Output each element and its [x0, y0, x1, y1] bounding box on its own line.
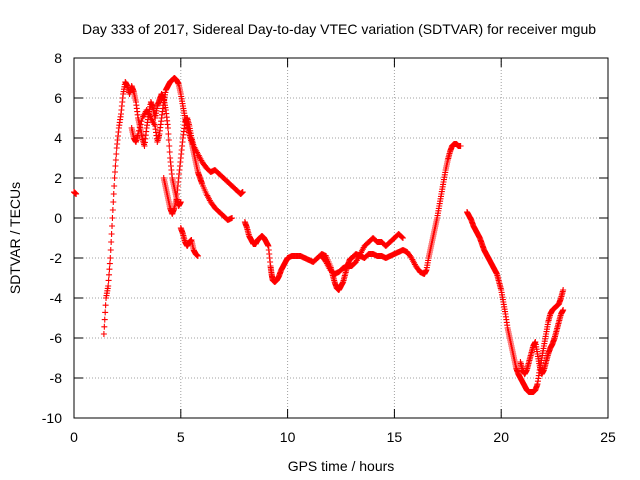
data-point [100, 331, 107, 337]
series-early-dip [177, 225, 201, 259]
data-point [239, 189, 246, 195]
data-point [108, 239, 115, 245]
data-point [111, 175, 118, 181]
plot-frame [73, 57, 609, 419]
data-point [108, 231, 115, 237]
data-point [101, 316, 108, 323]
x-tick-label: 0 [70, 429, 78, 445]
data-point [106, 260, 113, 267]
data-point [457, 143, 464, 149]
data-point [105, 277, 112, 284]
data-point [102, 302, 109, 309]
data-point [110, 191, 117, 197]
data-point [137, 121, 144, 128]
data-point [112, 157, 119, 163]
series-morning-peak-branch [128, 75, 236, 223]
y-tick-label: 8 [54, 50, 62, 66]
data-point [109, 207, 116, 213]
y-tick-label: -2 [50, 250, 63, 266]
data-point [138, 118, 145, 125]
data-point [110, 199, 117, 205]
y-axis-label: SDTVAR / TECUs [7, 182, 23, 294]
data-point [111, 183, 118, 189]
data-point [399, 234, 406, 241]
data-point [109, 223, 116, 229]
data-point [177, 199, 184, 205]
data-point [135, 127, 142, 134]
data-point [135, 131, 142, 137]
data-point [194, 253, 201, 259]
y-tick-label: 2 [54, 170, 62, 186]
data-point [560, 287, 567, 293]
data-point [109, 215, 116, 221]
data-point [73, 191, 80, 197]
y-tick-label: 0 [54, 210, 62, 226]
data-point [106, 271, 113, 278]
x-tick-label: 5 [177, 429, 185, 445]
y-tick-label: -4 [50, 290, 63, 306]
axis-ticks [73, 57, 609, 419]
axis-tick-labels: 0 5 10 15 20 25 -10 -8 -6 -4 -2 0 2 4 6 8 [42, 50, 616, 445]
data-point [229, 215, 236, 221]
data-point [102, 309, 109, 316]
series-start [71, 189, 80, 197]
y-tick-label: 4 [54, 130, 62, 146]
series-midday-plateau [241, 141, 464, 293]
data-point [560, 307, 567, 313]
y-tick-label: -10 [42, 410, 62, 426]
data-point [106, 266, 113, 273]
y-tick-label: -6 [50, 330, 63, 346]
data-point [136, 124, 143, 131]
data-point [113, 151, 120, 157]
data-point [399, 235, 406, 241]
series-morning-rise [100, 79, 184, 337]
data-point [165, 137, 172, 143]
data-point [107, 255, 114, 261]
x-axis-label: GPS time / hours [288, 458, 395, 474]
x-tick-label: 25 [600, 429, 616, 445]
data-point [165, 131, 172, 137]
data-point [107, 247, 114, 253]
series-evening-drop [464, 209, 567, 395]
data-point [101, 323, 108, 330]
chart-title: Day 333 of 2017, Sidereal Day-to-day VTE… [82, 21, 596, 37]
x-tick-label: 20 [493, 429, 509, 445]
data-point [105, 283, 112, 289]
y-tick-label: 6 [54, 90, 62, 106]
series-evening-upper-branch [517, 307, 567, 377]
data-point [164, 125, 171, 131]
series-midday-upper-branch [318, 231, 406, 277]
data-point [112, 163, 119, 169]
series-secondary-decay [160, 115, 246, 217]
data-point [166, 143, 173, 149]
x-tick-label: 15 [387, 429, 403, 445]
x-tick-label: 10 [280, 429, 296, 445]
data-point [112, 169, 119, 175]
data-series [71, 75, 567, 395]
y-tick-label: -8 [50, 370, 63, 386]
data-point [166, 149, 173, 155]
